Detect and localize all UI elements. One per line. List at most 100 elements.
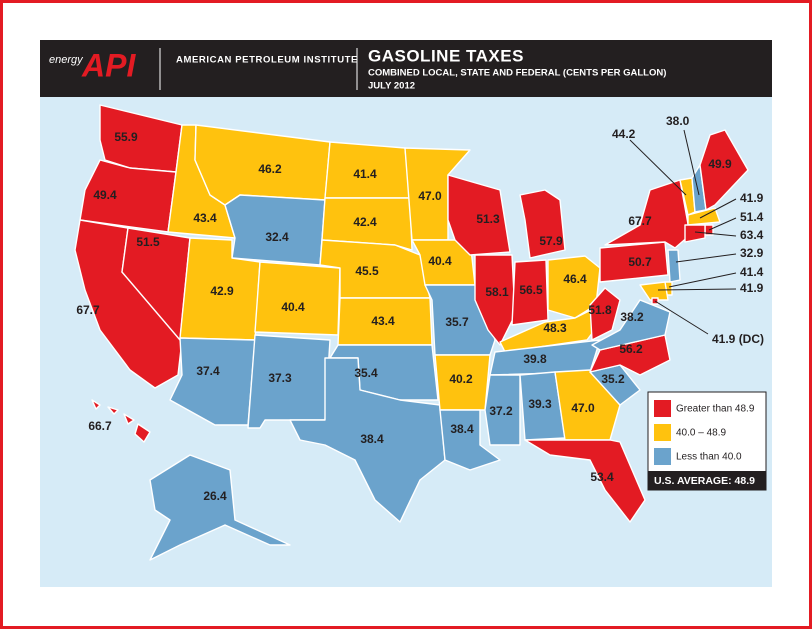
state-value: 39.3 (528, 397, 552, 411)
legend-label: 40.0 – 48.9 (676, 428, 726, 439)
state-value: 51.5 (136, 235, 160, 249)
state-value: 47.0 (571, 401, 595, 415)
state (639, 281, 669, 301)
state (667, 249, 681, 283)
state (107, 406, 119, 415)
callout-line (629, 139, 687, 196)
state-value: 41.4 (740, 265, 764, 279)
callout-line (668, 272, 737, 288)
state-value: 35.7 (445, 315, 469, 329)
average: U.S. AVERAGE: 48.9 (654, 475, 755, 487)
callout-line (694, 231, 737, 237)
state-value: 44.2 (612, 127, 636, 141)
state-value: 38.0 (666, 114, 690, 128)
state-value: 41.4 (353, 167, 377, 181)
callout-line (683, 129, 700, 196)
state-value: 37.2 (489, 404, 513, 418)
callout-line (657, 288, 737, 291)
state-value: 41.9 (DC) (712, 332, 764, 346)
legend: U.S. AVERAGE: 48.9 Greater than 48.9 40.0… (647, 391, 767, 491)
state-value: 37.4 (196, 364, 220, 378)
state-value: 49.9 (708, 157, 732, 171)
state-value: 51.3 (476, 212, 500, 226)
state-value: 46.4 (563, 272, 587, 286)
state-value: 56.2 (619, 342, 643, 356)
state (687, 207, 721, 226)
state (289, 357, 446, 523)
state (591, 299, 671, 351)
state-value: 38.4 (360, 432, 384, 446)
state-value: 51.8 (588, 303, 612, 317)
state (589, 287, 621, 341)
callout-line (675, 253, 737, 263)
state-value: 48.3 (543, 321, 567, 335)
state-value: 40.4 (428, 254, 452, 268)
state (599, 241, 669, 283)
state-value: 58.1 (485, 285, 509, 299)
average-bar (648, 471, 766, 490)
state (149, 454, 291, 561)
state-value: 41.9 (740, 281, 764, 295)
labels: 55.9 49.4 67.7 51.5 43.4 46.2 32.4 42.9 40.4 37.4… (76, 114, 764, 503)
state-value: 53.4 (590, 470, 614, 484)
legend-label: Greater than 48.9 (676, 404, 755, 415)
state (447, 174, 511, 256)
state-value: 67.7 (628, 214, 652, 228)
state-value: 42.4 (353, 215, 377, 229)
state-value: 51.4 (740, 210, 764, 224)
state-value: 43.4 (371, 314, 395, 328)
header-bar (40, 40, 772, 97)
state (519, 189, 566, 259)
state (474, 254, 516, 346)
state-value: 46.2 (258, 162, 282, 176)
state (524, 439, 646, 523)
logo-small: energy (49, 54, 84, 66)
state-value: 40.2 (449, 372, 473, 386)
state-value: 63.4 (740, 228, 764, 242)
state-value: 50.7 (628, 255, 652, 269)
legend-label: Less than 40.0 (676, 452, 742, 463)
state-value: 37.3 (268, 371, 292, 385)
state (684, 224, 706, 243)
legend-swatch (654, 448, 671, 465)
state-value: 49.4 (93, 188, 117, 202)
state-value: 35.4 (354, 366, 378, 380)
state-value: 67.7 (76, 303, 100, 317)
state-value: 39.8 (523, 352, 547, 366)
state (123, 413, 135, 425)
state-value: 42.9 (210, 284, 234, 298)
state (511, 259, 549, 326)
state-value: 40.4 (281, 300, 305, 314)
logo-big: API (81, 47, 136, 83)
state-value: 45.5 (355, 264, 379, 278)
callout-line (699, 198, 737, 219)
state (439, 409, 501, 471)
subtitle: COMBINED LOCAL, STATE AND FEDERAL (CENTS… (368, 68, 666, 79)
legend-swatch (654, 424, 671, 441)
state (321, 197, 413, 251)
states (74, 104, 749, 561)
state (91, 399, 101, 410)
state (134, 423, 151, 443)
state-value: 43.4 (193, 211, 217, 225)
state-value: 32.4 (265, 230, 289, 244)
state (254, 261, 341, 336)
state-value: 66.7 (88, 419, 112, 433)
state-value: 55.9 (114, 130, 138, 144)
organization: AMERICAN PETROLEUM INSTITUTE (176, 55, 358, 66)
state-value: 38.4 (450, 422, 474, 436)
state-value: 38.2 (620, 310, 644, 324)
state-value: 56.5 (519, 283, 543, 297)
legend-swatch (654, 400, 671, 417)
state (604, 179, 691, 249)
state-value: 32.9 (740, 246, 764, 260)
state-value: 57.9 (539, 234, 563, 248)
state-value: 26.4 (203, 489, 227, 503)
state (484, 374, 521, 446)
title: GASOLINE TAXES (368, 46, 524, 65)
state-value: 35.2 (601, 372, 625, 386)
callout-line (708, 217, 737, 231)
state-value: 47.0 (418, 189, 442, 203)
